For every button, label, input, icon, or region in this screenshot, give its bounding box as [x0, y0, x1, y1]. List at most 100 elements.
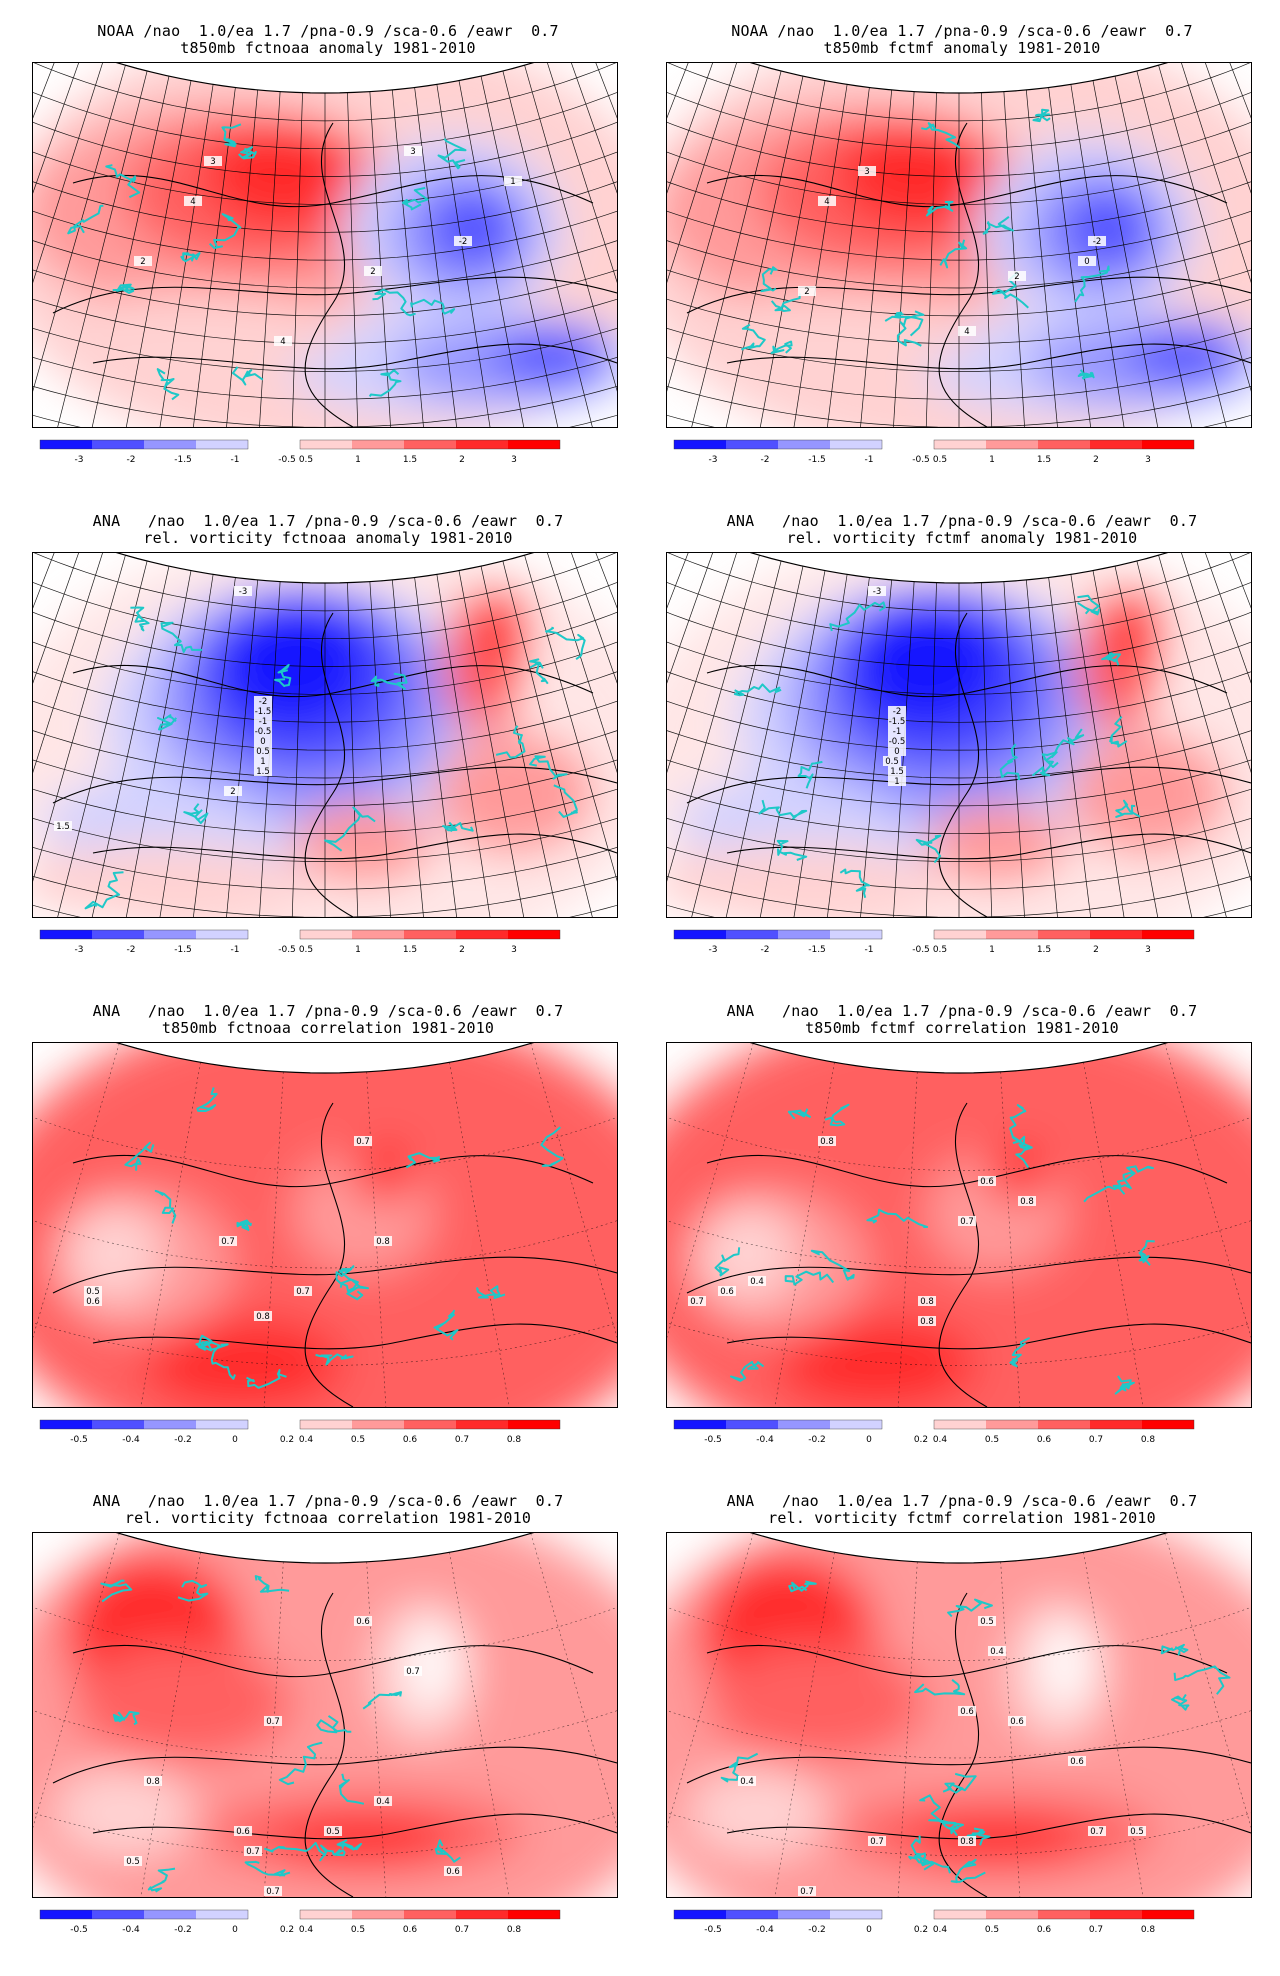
shaded-region: [687, 1768, 827, 1858]
shaded-region: [777, 1318, 977, 1407]
contour-label: 0.5: [86, 1287, 100, 1297]
colorbar-tick-label: -0.2: [808, 1925, 826, 1935]
contour-label: 0.8: [256, 1312, 270, 1322]
contour-lines: [686, 1102, 1251, 1407]
contour-label: -1: [259, 717, 267, 727]
panel-title-line1: NOAA /nao 1.0/ea 1.7 /pna-0.9 /sca-0.6 /…: [97, 22, 559, 40]
colorbar-swatch: [352, 1910, 404, 1919]
contour-lines: [52, 612, 617, 917]
colorbar-tick-label: -0.4: [756, 1925, 774, 1935]
coastline: [740, 108, 1110, 380]
colorbar-tick-label: -3: [709, 945, 718, 955]
colorbar-swatch: [404, 440, 456, 449]
shaded-region: [218, 598, 368, 728]
colorbar: -0.5 -0.4 -0.2 0 0.2 0.4 0.5 0.6 0.7 0.8: [673, 1419, 1254, 1450]
shaded-region: [1067, 733, 1227, 853]
colorbar: -3 -2 -1.5 -1 -0.5 0.5 1 1.5 2 3: [673, 929, 1254, 960]
colorbar-swatch: [144, 1910, 196, 1919]
colorbar-swatch: [404, 1910, 456, 1919]
contour-label: 0.5: [326, 1827, 340, 1837]
colorbar: -0.5 -0.4 -0.2 0 0.2 0.4 0.5 0.6 0.7 0.8: [673, 1909, 1254, 1940]
contour-label: 4: [964, 327, 969, 337]
colorbar-swatch: [456, 1420, 508, 1429]
colorbar-tick-label: -0.2: [174, 1925, 192, 1935]
panel-title-line1: ANA /nao 1.0/ea 1.7 /pna-0.9 /sca-0.6 /e…: [726, 512, 1198, 530]
shaded-region: [63, 1203, 163, 1303]
panel-vorticity-mf-correlation: ANA /nao 1.0/ea 1.7 /pna-0.9 /sca-0.6 /e…: [662, 1492, 1262, 1962]
contour-label: -0.5: [889, 737, 906, 747]
colorbar-swatch: [456, 440, 508, 449]
colorbar-swatch: [196, 930, 248, 939]
contour-label: 4: [190, 197, 195, 207]
colorbar-tick-label: -0.5: [912, 945, 930, 955]
colorbar-tick-label: -0.4: [122, 1925, 140, 1935]
colorbar-swatch: [1090, 440, 1142, 449]
colorbar-swatch: [300, 1910, 352, 1919]
colorbar-swatch: [144, 440, 196, 449]
colorbar-tick-label: 0.5: [299, 945, 313, 955]
colorbar-tick-label: -0.2: [174, 1435, 192, 1445]
shaded-region: [927, 803, 1067, 883]
colorbar-swatch: [300, 930, 352, 939]
contour-label: -0.5: [255, 727, 272, 737]
map-plot: 0.8 0.6 0.8 0.7 0.4 0.6 0.7 0.8 0.8: [666, 1042, 1252, 1408]
colorbar-tick-label: -3: [709, 455, 718, 465]
colorbar-tick-label: 0.5: [985, 1925, 999, 1935]
colorbar-tick-label: -0.5: [70, 1435, 88, 1445]
colorbar-tick-label: -2: [761, 455, 770, 465]
panel-title-line2: rel. vorticity fctnoaa anomaly 1981-2010: [143, 529, 513, 547]
colorbar-tick-label: -1.5: [808, 455, 826, 465]
shaded-region: [33, 843, 313, 917]
contour-label: 0.8: [1020, 1197, 1034, 1207]
colorbar-swatch: [882, 440, 934, 449]
shaded-region: [1042, 1618, 1092, 1708]
contour-label: 2: [370, 267, 375, 277]
colorbar-tick-label: -0.5: [704, 1925, 722, 1935]
colorbar-swatch: [674, 440, 726, 449]
colorbar-swatch: [1038, 440, 1090, 449]
colorbar-swatch: [404, 1420, 456, 1429]
colorbar-tick-label: 0.4: [299, 1925, 314, 1935]
panel-title-line1: ANA /nao 1.0/ea 1.7 /pna-0.9 /sca-0.6 /e…: [726, 1492, 1198, 1510]
contour-label: 2: [1014, 272, 1019, 282]
panel-title-line2: t850mb fctnoaa correlation 1981-2010: [161, 1019, 495, 1037]
colorbar-swatch: [778, 930, 830, 939]
colorbar-swatch: [248, 440, 300, 449]
panel-title-line2: rel. vorticity fctmf correlation 1981-20…: [768, 1509, 1156, 1527]
shaded-region: [43, 293, 343, 373]
colorbar-tick-label: 0.6: [403, 1435, 418, 1445]
contour-label: 3: [410, 147, 415, 157]
colorbar-swatch: [726, 1910, 778, 1919]
contour-label: 0.7: [406, 1667, 420, 1677]
colorbar-tick-label: 1: [355, 945, 361, 955]
colorbar-tick-label: 1: [355, 455, 361, 465]
colorbar-tick-label: 2: [1093, 455, 1099, 465]
shaded-region: [273, 1818, 453, 1868]
colorbar-tick-label: 1.5: [1037, 945, 1051, 955]
shaded-region: [987, 1143, 1047, 1203]
colorbar-swatch: [508, 1910, 560, 1919]
colorbar-swatch: [300, 440, 352, 449]
contour-label: 0.8: [920, 1297, 934, 1307]
panel-title-line1: ANA /nao 1.0/ea 1.7 /pna-0.9 /sca-0.6 /e…: [92, 1002, 564, 1020]
shaded-region: [433, 733, 593, 853]
contour-label: 0.6: [446, 1867, 460, 1877]
colorbar-tick-label: -0.5: [704, 1435, 722, 1445]
contour-label: 0.7: [870, 1837, 884, 1847]
colorbar-swatch: [1090, 1910, 1142, 1919]
colorbar-swatch: [986, 930, 1038, 939]
colorbar-swatch: [778, 1910, 830, 1919]
colorbar-swatch: [986, 440, 1038, 449]
colorbar-swatch: [1038, 930, 1090, 939]
contour-label: 0.5: [980, 1617, 994, 1627]
colorbar: -3 -2 -1.5 -1 -0.5 0.5 1 1.5 2 3: [39, 439, 620, 470]
contour-label: 0.6: [980, 1177, 994, 1187]
contour-label: 1: [510, 177, 515, 187]
colorbar-swatch: [726, 1420, 778, 1429]
colorbar-swatch: [40, 440, 92, 449]
colorbar-swatch: [196, 440, 248, 449]
colorbar-tick-label: -3: [75, 945, 84, 955]
shaded-region: [1062, 188, 1152, 268]
contour-label: 4: [824, 197, 829, 207]
contour-lines: [686, 122, 1251, 427]
